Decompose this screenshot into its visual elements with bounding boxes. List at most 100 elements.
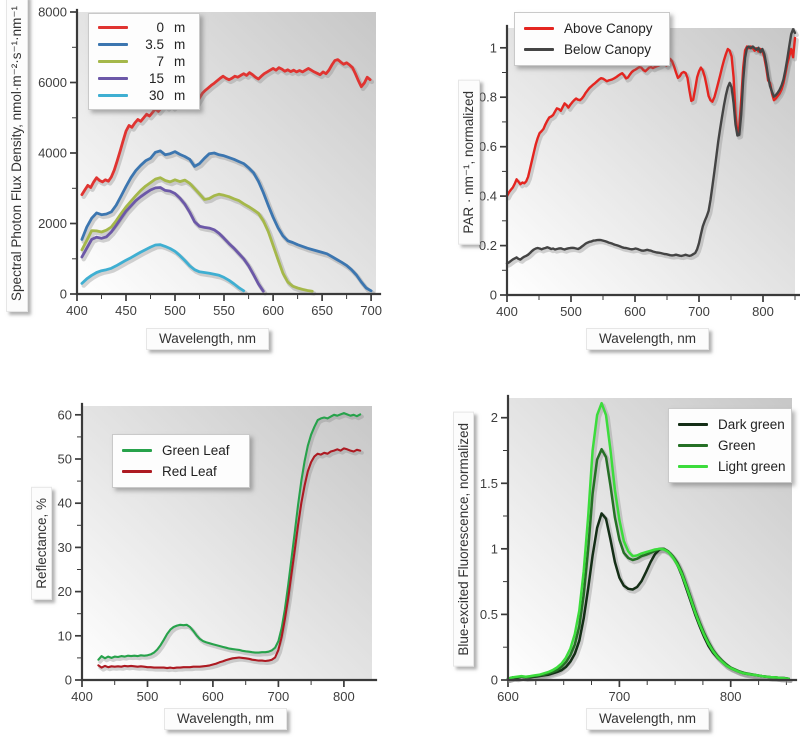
legend-label: Green Leaf (162, 443, 230, 458)
legend-line-sample (678, 423, 708, 426)
series-shadow (98, 413, 364, 664)
legend-value: 3.5 (145, 37, 164, 52)
series-red-leaf (97, 447, 362, 670)
x-axis-label: Wavelength, nm (164, 708, 288, 730)
legend-unit: m (174, 37, 186, 52)
chart-par-canopy: 400 500 600 700 800 0 0.2 0.4 0.6 0.8 1 PAR · nm⁻¹… (400, 0, 800, 369)
legend-unit: m (174, 71, 186, 86)
legend-line-sample (678, 444, 708, 447)
tick-labels: 400 500 600 700 800 0 10 20 30 40 50 60 (58, 407, 355, 704)
minor-ticks (502, 72, 796, 300)
x-tick-label: 700 (360, 303, 382, 318)
legend-item-red-leaf: Red Leaf (122, 461, 240, 482)
legend-unit: m (174, 54, 186, 69)
series-light-green (506, 401, 790, 680)
series-shadow (98, 448, 364, 673)
x-tick-label: 600 (497, 689, 519, 704)
series-0 (80, 58, 372, 196)
x-tick-label: 500 (560, 304, 582, 319)
x-tick-label: 500 (137, 689, 159, 704)
y-tick-label: 2000 (38, 216, 67, 231)
legend-item-15: 15 m (98, 70, 190, 87)
y-tick-label: 0.6 (479, 139, 497, 154)
legend-value: 0 (156, 20, 164, 35)
series-30 (80, 243, 246, 293)
legend-item-green: Green (678, 435, 782, 456)
y-tick-label: 1 (491, 541, 498, 556)
y-axis-label-wrap: Blue-excited Fluorescence, normalized (448, 398, 478, 680)
legend-item-dark-green: Dark green (678, 414, 785, 435)
major-ticks (501, 416, 732, 687)
minor-ticks (77, 436, 312, 685)
series-green-leaf (97, 412, 362, 661)
tick-labels: 600 700 800 0 0.5 1 1.5 2 (480, 410, 742, 704)
legend-label: Green (718, 438, 756, 453)
major-ticks (75, 413, 345, 687)
legend-label: Red Leaf (162, 464, 217, 479)
y-tick-label: 60 (58, 407, 72, 422)
legend-item-30: 30 m (98, 87, 190, 104)
legend-item-below-canopy: Below Canopy (524, 39, 660, 60)
series-7 (80, 176, 314, 293)
y-axis-label: Spectral Photon Flux Density, nmol·m⁻²·s… (6, 0, 28, 312)
legend-line-sample (122, 470, 152, 473)
plot-area: 600 700 800 0 0.5 1 1.5 2 (480, 394, 798, 704)
legend-unit: m (174, 88, 186, 103)
x-axis-label: Wavelength, nm (586, 328, 710, 350)
x-tick-label: 800 (720, 689, 742, 704)
y-tick-label: 0 (490, 288, 497, 303)
legend-item-light-green: Light green (678, 456, 786, 477)
x-tick-label: 450 (115, 303, 137, 318)
x-tick-label: 700 (609, 689, 631, 704)
axes (506, 394, 798, 682)
x-tick-label: 800 (333, 689, 355, 704)
y-tick-label: 4000 (38, 146, 67, 161)
plot-area: 400 500 600 700 800 0 10 20 30 40 50 60 (58, 402, 378, 704)
legend-line-sample (98, 94, 128, 97)
x-tick-label: 700 (268, 689, 290, 704)
series-shadow (507, 513, 793, 683)
axes (80, 402, 378, 682)
legend: Above Canopy Below Canopy (514, 12, 670, 66)
legend-value: 7 (156, 54, 164, 69)
legend-line-sample (524, 27, 554, 30)
minor-ticks (503, 450, 787, 685)
x-tick-label: 700 (688, 304, 710, 319)
plot-area: 400 500 600 700 800 0 0.2 0.4 0.6 0.8 1 (479, 24, 800, 319)
x-tick-label: 400 (71, 689, 93, 704)
legend-label: Above Canopy (564, 21, 653, 36)
y-tick-label: 50 (58, 452, 72, 467)
y-axis-label: PAR · nm⁻¹, normalized (458, 80, 480, 245)
tick-labels: 400 450 500 550 600 650 700 0 2000 4000 6000 8000 (38, 5, 382, 319)
y-axis-label-wrap: PAR · nm⁻¹, normalized (454, 30, 484, 295)
y-tick-label: 0 (65, 673, 72, 688)
y-tick-label: 8000 (38, 5, 67, 20)
axes (75, 8, 382, 296)
tick-labels: 400 500 600 700 800 0 0.2 0.4 0.6 0.8 1 (479, 40, 774, 319)
series-shadow (81, 244, 248, 296)
y-axis-label-wrap: Reflectance, % (26, 406, 56, 680)
major-ticks (500, 46, 764, 302)
legend: Green Leaf Red Leaf (112, 434, 250, 488)
x-tick-label: 600 (262, 303, 284, 318)
legend-line-sample (122, 449, 152, 452)
y-tick-label: 20 (58, 584, 72, 599)
legend: 0 m 3.5 m 7 m 15 m 30 m (88, 13, 200, 110)
legend-line-sample (98, 77, 128, 80)
series-below-canopy (505, 28, 797, 265)
y-axis-label: Reflectance, % (30, 486, 52, 600)
legend-item-3-5: 3.5 m (98, 36, 190, 53)
chart-leaf-reflectance: 400 500 600 700 800 0 10 20 30 40 50 60 Reflectance… (0, 368, 400, 737)
chart-blue-excited-fluorescence: 600 700 800 0 0.5 1 1.5 2 Blue-excited Fluoresc… (400, 368, 800, 737)
plot-area: 400 450 500 550 600 650 700 0 2000 4000 6000 8000 (38, 5, 382, 319)
x-tick-label: 500 (164, 303, 186, 318)
y-axis-label: Blue-excited Fluorescence, normalized (452, 411, 474, 667)
x-tick-label: 400 (496, 304, 518, 319)
legend-line-sample (98, 26, 128, 29)
y-axis-label-wrap: Spectral Photon Flux Density, nmol·m⁻²·s… (2, 0, 32, 312)
series-shadow (506, 29, 799, 268)
y-tick-label: 0 (60, 287, 67, 302)
